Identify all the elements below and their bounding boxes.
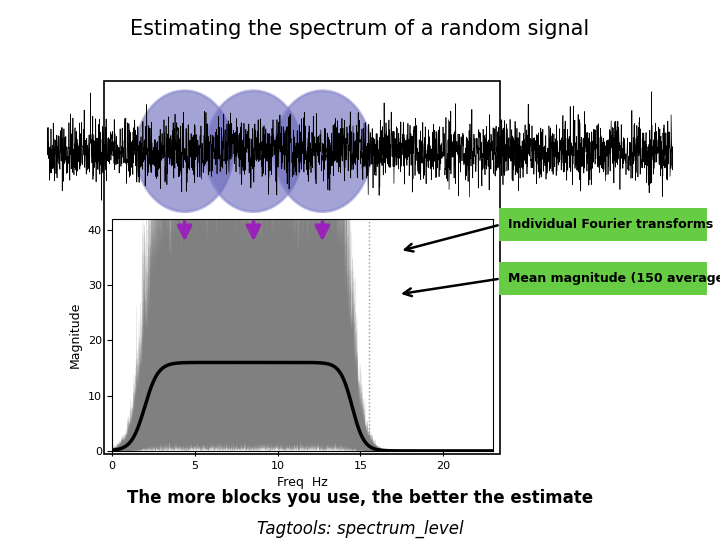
Bar (104, 81, 500, 454)
X-axis label: Freq  Hz: Freq Hz (277, 476, 328, 489)
Ellipse shape (136, 91, 233, 212)
Ellipse shape (274, 91, 371, 212)
Text: The more blocks you use, the better the estimate: The more blocks you use, the better the … (127, 489, 593, 507)
FancyBboxPatch shape (499, 208, 707, 241)
Text: Mean magnitude (150 averages): Mean magnitude (150 averages) (508, 272, 720, 285)
Text: Individual Fourier transforms: Individual Fourier transforms (508, 218, 713, 231)
Text: Estimating the spectrum of a random signal: Estimating the spectrum of a random sign… (130, 19, 590, 39)
Y-axis label: Magnitude: Magnitude (69, 302, 82, 368)
FancyBboxPatch shape (499, 262, 707, 295)
Ellipse shape (205, 91, 302, 212)
Text: Tagtools: spectrum_level: Tagtools: spectrum_level (257, 519, 463, 538)
